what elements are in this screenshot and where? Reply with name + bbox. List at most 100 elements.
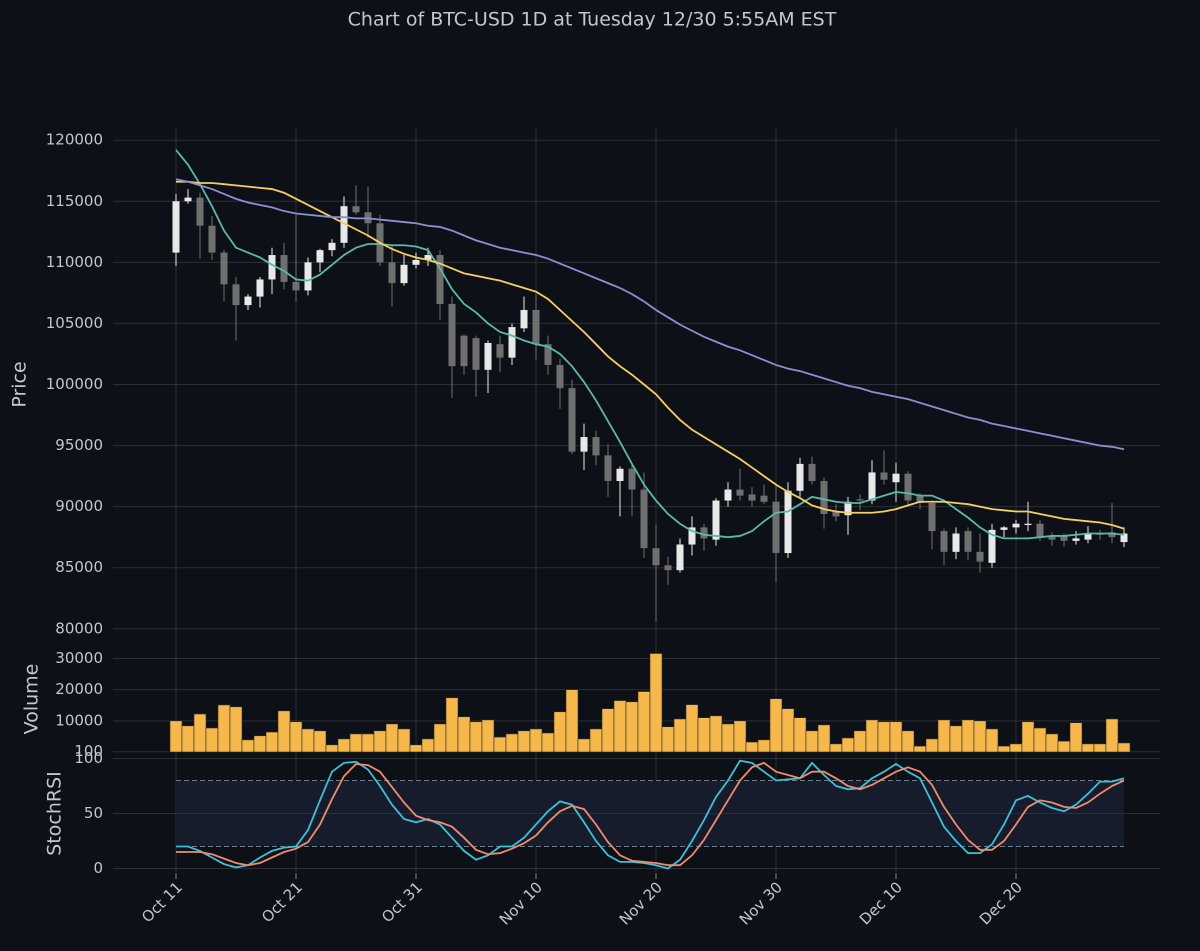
bar (997, 745, 1011, 753)
bar (505, 733, 519, 753)
bar (829, 743, 843, 753)
bar (1081, 743, 1095, 753)
candle-body (940, 531, 948, 552)
candle-body (196, 197, 204, 226)
candle-body (292, 281, 300, 291)
bar (673, 718, 687, 753)
candle-body (244, 296, 252, 306)
candle-body (232, 284, 240, 306)
candle-body (1072, 538, 1080, 541)
candle-body (988, 529, 996, 563)
bar (769, 698, 783, 753)
bar (865, 719, 879, 753)
candle-body (268, 255, 276, 280)
candle-body (1120, 533, 1128, 543)
candle-body (544, 344, 552, 365)
y-tick-label: 90000 (55, 497, 103, 515)
bar (409, 744, 423, 753)
bar (721, 723, 735, 753)
candle-body (520, 309, 528, 329)
bar (217, 704, 231, 753)
bar (781, 708, 795, 753)
bar (757, 739, 771, 753)
candle-body (1048, 535, 1056, 540)
y-tick-label: 95000 (55, 436, 103, 454)
bar (253, 735, 267, 753)
candle-body (472, 338, 480, 370)
bar (973, 720, 987, 753)
bar (745, 741, 759, 753)
bar (481, 719, 495, 753)
bar (553, 711, 567, 753)
bar (697, 717, 711, 753)
bar (397, 728, 411, 753)
bar (625, 701, 639, 753)
candle-body (700, 527, 708, 539)
candle-body (1000, 527, 1008, 530)
bar (169, 720, 183, 753)
bar (1045, 733, 1059, 753)
bar (1069, 722, 1083, 753)
y-tick-label: 110000 (46, 253, 103, 271)
bar (229, 706, 243, 753)
candle-body (772, 501, 780, 554)
candle-body (976, 551, 984, 562)
candle-body (220, 252, 228, 285)
y-tick-label: 100 (74, 749, 103, 767)
candle-body (964, 531, 972, 552)
candle-body (460, 335, 468, 367)
candle-body (736, 489, 744, 496)
y-tick-label: 10000 (55, 711, 103, 729)
candle-body (400, 264, 408, 284)
candle-body (1060, 535, 1068, 541)
bar (1057, 740, 1071, 753)
bar (337, 738, 351, 753)
bar (889, 721, 903, 753)
bar (733, 720, 747, 753)
y-tick-label: 20000 (55, 680, 103, 698)
candle-body (784, 490, 792, 554)
candle-body (676, 544, 684, 571)
candle-body (652, 548, 660, 566)
bar (301, 728, 315, 753)
candle-body (1024, 523, 1032, 525)
bar (1117, 742, 1131, 753)
bar (817, 724, 831, 753)
candle-body (760, 495, 768, 502)
bar (349, 733, 363, 753)
candle-body (580, 437, 588, 452)
candle-body (304, 262, 312, 291)
candle-body (352, 206, 360, 213)
bar (949, 725, 963, 753)
candle-body (724, 489, 732, 501)
bar (637, 691, 651, 753)
line (176, 759, 1125, 870)
y-tick-label: 0 (93, 859, 103, 877)
candle-body (388, 262, 396, 284)
bar (1033, 727, 1047, 753)
candle-body (508, 327, 516, 358)
y-tick-label: 50 (84, 804, 103, 822)
y-tick-label: 115000 (46, 192, 103, 210)
bar (913, 745, 927, 753)
candle-body (556, 364, 564, 389)
y-tick-label: 100 (74, 742, 103, 760)
candle-body (628, 468, 636, 490)
bar (649, 653, 663, 753)
line (175, 149, 1125, 540)
bar (613, 700, 627, 753)
candle-body (844, 501, 852, 516)
candle-body (604, 455, 612, 481)
candle-body (496, 344, 504, 358)
bar (1009, 743, 1023, 753)
y-tick-label: 80000 (55, 619, 103, 637)
bar (529, 728, 543, 753)
candle-body (340, 206, 348, 243)
chart-title: Chart of BTC-USD 1D at Tuesday 12/30 5:5… (348, 9, 837, 31)
bar (241, 739, 255, 753)
bar (985, 728, 999, 753)
bar (925, 738, 939, 753)
bar (493, 736, 507, 753)
bar (361, 733, 375, 753)
